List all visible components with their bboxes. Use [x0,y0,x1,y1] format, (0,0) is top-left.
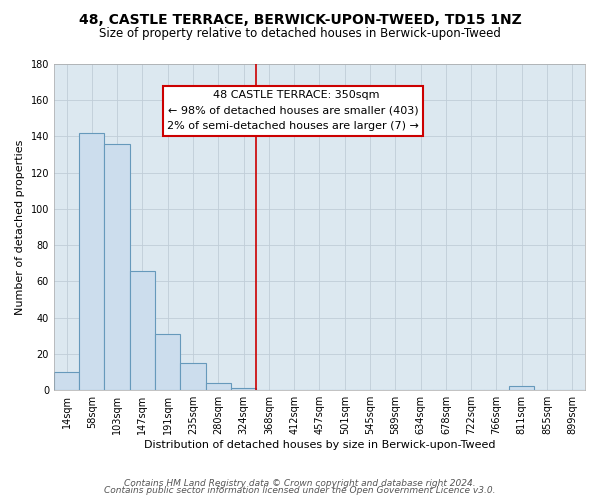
Bar [181,363,206,390]
Bar [155,334,181,390]
Bar [54,372,79,390]
X-axis label: Distribution of detached houses by size in Berwick-upon-Tweed: Distribution of detached houses by size … [144,440,495,450]
Bar [206,383,231,390]
Bar [104,144,130,390]
Text: Contains public sector information licensed under the Open Government Licence v3: Contains public sector information licen… [104,486,496,495]
Bar [509,386,535,390]
Text: Size of property relative to detached houses in Berwick-upon-Tweed: Size of property relative to detached ho… [99,28,501,40]
Bar [130,270,155,390]
Text: Contains HM Land Registry data © Crown copyright and database right 2024.: Contains HM Land Registry data © Crown c… [124,478,476,488]
Y-axis label: Number of detached properties: Number of detached properties [15,140,25,314]
Text: 48 CASTLE TERRACE: 350sqm
← 98% of detached houses are smaller (403)
2% of semi-: 48 CASTLE TERRACE: 350sqm ← 98% of detac… [167,90,419,132]
Bar [79,133,104,390]
Text: 48, CASTLE TERRACE, BERWICK-UPON-TWEED, TD15 1NZ: 48, CASTLE TERRACE, BERWICK-UPON-TWEED, … [79,12,521,26]
Bar [231,388,256,390]
